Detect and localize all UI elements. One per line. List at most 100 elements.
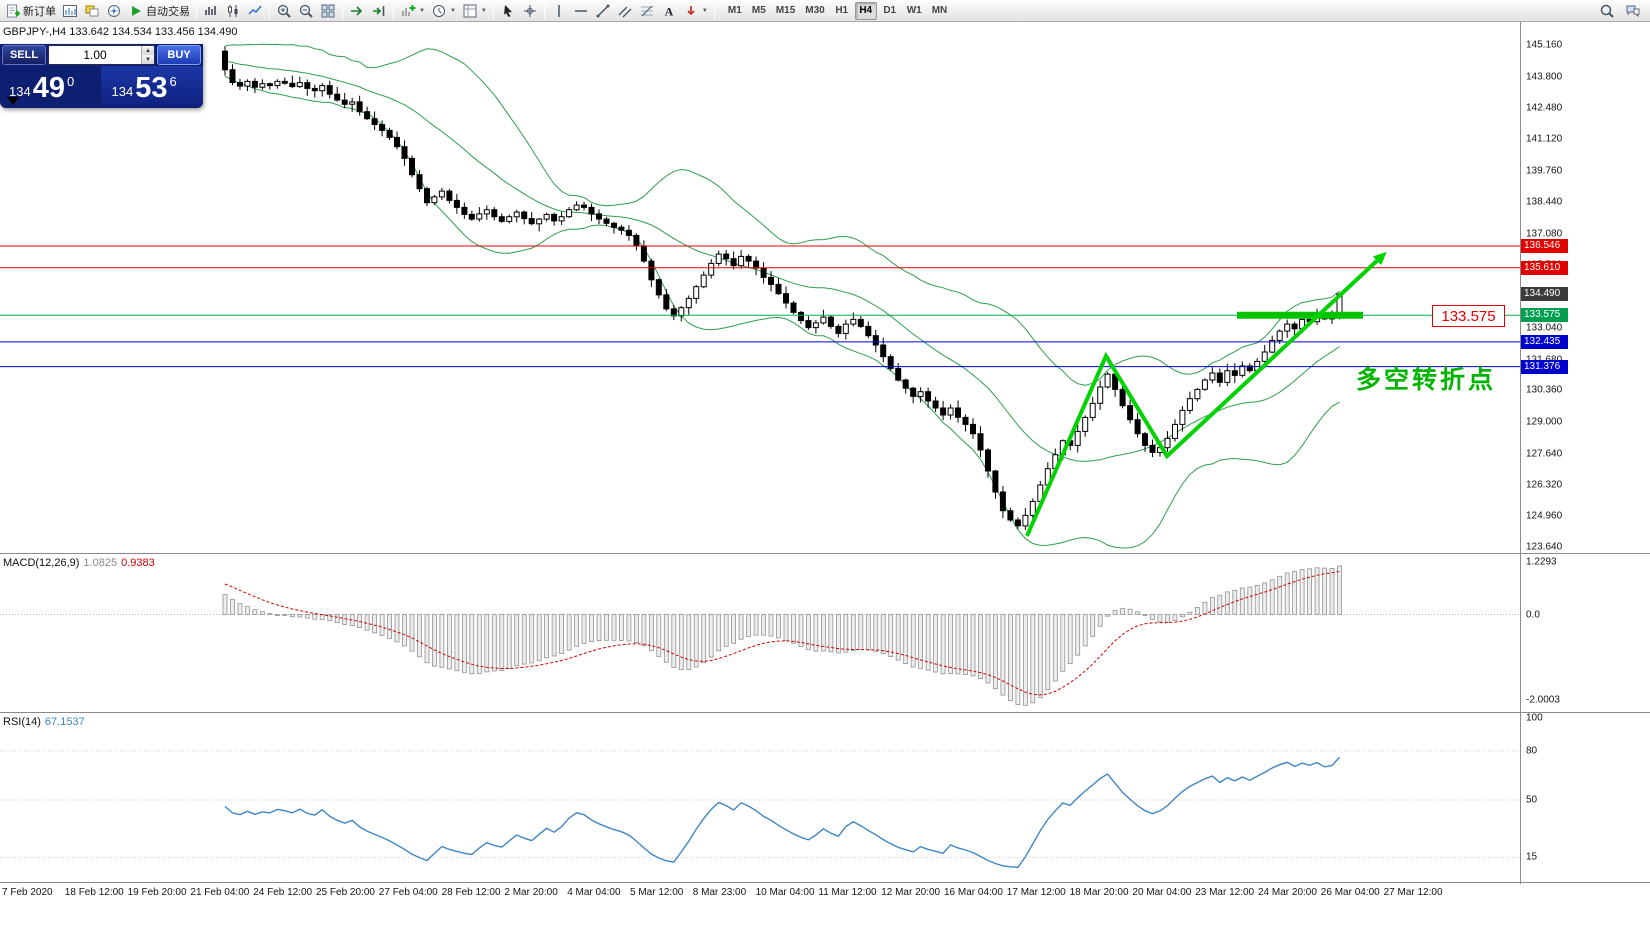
chart-window-button[interactable] [59,1,81,21]
rsi-axis-label: 80 [1526,745,1538,757]
text-button[interactable]: A [658,1,680,21]
navigator-icon [106,3,122,19]
time-axis-label: 21 Feb 04:00 [190,887,250,898]
templates-button[interactable]: ▼ [459,1,490,21]
sell-price[interactable]: 134 49 0 [0,66,101,106]
timeframe-d1-button[interactable]: D1 [879,2,901,20]
toolbar-separator [342,2,343,19]
timeframe-h1-button[interactable]: H1 [831,2,853,20]
rsi-axis-label: 15 [1526,851,1538,863]
price-level-tag: 131.376 [1521,359,1568,374]
sell-button[interactable]: SELL [2,45,46,65]
time-axis-label: 18 Mar 20:00 [1069,887,1129,898]
macd-panel[interactable] [0,555,1520,712]
fibonacci-icon [639,3,655,19]
panel-collapse-icon[interactable] [7,97,19,105]
price-axis-label: 124.960 [1526,510,1563,522]
buy-price-figure: 134 [111,84,134,99]
time-axis-label: 23 Mar 12:00 [1195,887,1255,898]
chart-window-icon [62,3,78,19]
rsi-value: 67.1537 [44,716,85,728]
auto-scroll-icon [349,3,365,19]
autotrading-button[interactable]: 自动交易 [125,1,193,21]
timeframe-mn-button[interactable]: MN [928,2,952,20]
bar-chart-button[interactable] [200,1,222,21]
turning-point-annotation[interactable]: 多空转折点 [1356,366,1497,394]
time-axis-label: 7 Feb 2020 [2,887,53,898]
hline-icon [573,3,589,19]
time-axis-label: 27 Feb 04:00 [378,887,438,898]
pane-separator[interactable] [0,712,1650,713]
pane-separator[interactable] [0,553,1650,554]
price-callout-label[interactable]: 133.575 [1432,305,1505,327]
time-axis-label: 18 Feb 12:00 [64,887,124,898]
indicators-button[interactable]: ▼ [397,1,428,21]
arrows-button[interactable]: ▼ [680,1,711,21]
zoom-in-button[interactable] [273,1,295,21]
fibonacci-button[interactable] [636,1,658,21]
buy-price-point: 6 [169,74,177,89]
channel-icon [617,3,633,19]
cursor-button[interactable] [497,1,519,21]
macd-main-value: 1.0825 [83,557,118,569]
time-axis-label: 10 Mar 04:00 [755,887,815,898]
chart-shift-button[interactable] [368,1,390,21]
main-chart[interactable] [0,22,1520,553]
price-level-tag: 136.546 [1521,239,1568,253]
rsi-axis-label: 50 [1526,794,1538,806]
timeframe-m1-button[interactable]: M1 [724,2,746,20]
buy-price[interactable]: 134 53 6 [100,66,203,106]
candlestick-chart-button[interactable] [222,1,244,21]
candlestick-icon [225,3,241,19]
line-chart-button[interactable] [244,1,266,21]
volume-increase-button[interactable]: ▲ [141,46,154,55]
price-axis-label: 137.080 [1526,228,1563,239]
timeframe-h4-button[interactable]: H4 [854,1,877,20]
chat-button[interactable] [1622,1,1644,21]
time-axis[interactable]: 7 Feb 2020 18 Feb 12:00 19 Feb 20:00 21 Feb… [0,884,1650,945]
price-level-tag: 132.435 [1521,334,1568,349]
crosshair-button[interactable] [519,1,541,21]
toolbar-separator [393,2,394,19]
trendline-button[interactable] [592,1,614,21]
time-axis-label: 19 Feb 20:00 [127,887,187,898]
zoom-out-icon [298,3,314,19]
profiles-button[interactable] [81,1,103,21]
vertical-line-button[interactable] [548,1,570,21]
equidistant-channel-button[interactable] [614,1,636,21]
zoom-out-button[interactable] [295,1,317,21]
crosshair-icon [522,3,538,19]
timeframe-m15-button[interactable]: M15 [772,2,799,20]
volume-decrease-button[interactable]: ▼ [141,55,154,64]
new-order-button[interactable]: 新订单 [2,1,59,21]
buy-button[interactable]: BUY [157,45,201,65]
auto-scroll-button[interactable] [346,1,368,21]
time-axis-label: 26 Mar 04:00 [1320,887,1380,898]
navigator-button[interactable] [103,1,125,21]
price-axis-label: 143.800 [1526,71,1563,83]
timeframe-w1-button[interactable]: W1 [903,2,926,20]
search-button[interactable] [1596,1,1618,21]
time-axis-label: 4 Mar 04:00 [567,887,621,898]
rsi-label: RSI(14) 67.1537 [3,716,85,728]
price-axis-label: 123.640 [1526,541,1563,553]
rsi-name: RSI(14) [3,716,41,728]
tile-windows-button[interactable] [317,1,339,21]
periods-button[interactable]: ▼ [428,1,459,21]
profile-icon [84,3,100,19]
price-level-tag: 135.610 [1521,260,1568,275]
time-axis-label: 16 Mar 04:00 [944,887,1003,898]
arrows-icon [683,3,699,19]
time-axis-label: 12 Mar 20:00 [881,887,941,898]
svg-text:A: A [665,4,674,18]
timeframe-m5-button[interactable]: M5 [748,2,770,20]
price-axis-label: 126.320 [1526,479,1563,491]
volume-input[interactable] [49,46,141,64]
timeframe-m30-button[interactable]: M30 [801,2,828,20]
chevron-down-icon: ▼ [449,7,456,14]
horizontal-line-button[interactable] [570,1,592,21]
price-axis-label: 130.360 [1526,384,1563,396]
pane-separator[interactable] [0,882,1650,883]
rsi-panel[interactable] [0,714,1520,882]
